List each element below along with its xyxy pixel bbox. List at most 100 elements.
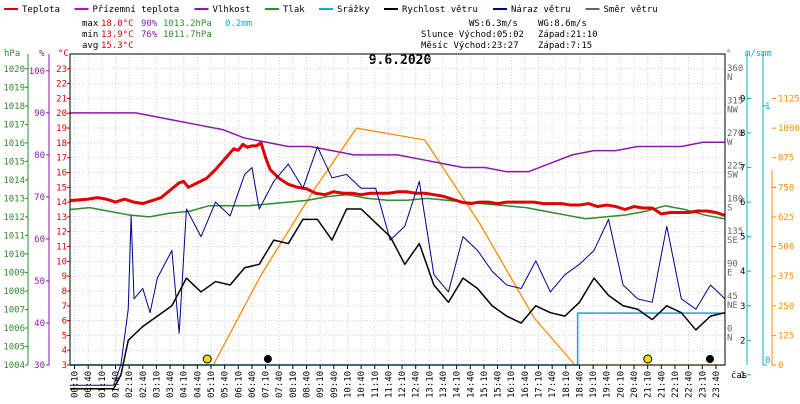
unit-ms: m/s bbox=[745, 49, 761, 59]
plot-frame bbox=[69, 53, 726, 366]
wind-axis-tick-label: 4 bbox=[740, 267, 745, 277]
temperature-axis-tick-label: 20 bbox=[56, 109, 67, 119]
x-tick-label: 17:10 bbox=[535, 371, 545, 398]
x-tick-label: 08:40 bbox=[303, 371, 313, 398]
x-tick-label: 11:10 bbox=[371, 371, 381, 398]
sun-marker bbox=[202, 354, 212, 364]
x-tick-label: 03:10 bbox=[152, 371, 162, 398]
pressure-axis-tick-label: 1008 bbox=[3, 287, 25, 297]
direction-compass-label: NE bbox=[727, 301, 738, 311]
humidity-axis-tick-label: 100 bbox=[29, 67, 45, 77]
temperature-axis-tick-label: 7 bbox=[62, 302, 67, 312]
x-tick-label: 12:10 bbox=[398, 371, 408, 398]
wind-wg: WG:8.6m/s bbox=[538, 19, 587, 29]
temperature-axis-tick-label: 10 bbox=[56, 257, 67, 267]
x-tick-label: 18:40 bbox=[575, 371, 585, 398]
pressure-axis-tick-label: 1010 bbox=[3, 250, 25, 260]
pressure-axis-tick-label: 1011 bbox=[3, 231, 25, 241]
rain-axis-tick-label: 0 bbox=[765, 356, 770, 366]
pressure-axis-tick-label: 1020 bbox=[3, 65, 25, 75]
direction-compass-label: S bbox=[727, 203, 732, 213]
temperature-axis-tick-label: 17 bbox=[56, 154, 67, 164]
direction-compass-label: N bbox=[727, 333, 732, 343]
x-tick-label: 13:10 bbox=[425, 371, 435, 398]
temperature-axis-tick-label: 22 bbox=[56, 80, 67, 90]
direction-compass-label: E bbox=[727, 268, 732, 278]
left-axes: 1004100510061007100810091010101110121013… bbox=[3, 54, 71, 371]
stats-max-temp: 18.0°C bbox=[101, 19, 134, 29]
x-tick-label: 13:40 bbox=[439, 371, 449, 398]
x-tick-label: 01:10 bbox=[98, 371, 108, 398]
x-tick-label: 06:10 bbox=[234, 371, 244, 398]
moon-marker bbox=[263, 355, 272, 363]
wind-axis-tick-label: 5 bbox=[740, 233, 745, 243]
solar-axis-tick-label: 375 bbox=[778, 272, 794, 282]
humidity-axis-tick-label: 80 bbox=[34, 151, 45, 161]
temperature-axis-tick-label: 4 bbox=[62, 346, 67, 356]
direction-tick-label: 180 bbox=[727, 194, 743, 204]
humidity-axis-tick-label: 40 bbox=[34, 319, 45, 329]
unit-pct: % bbox=[39, 49, 45, 59]
solar-axis-tick-label: 875 bbox=[778, 154, 794, 164]
x-tick-label: 16:10 bbox=[507, 371, 517, 398]
legend-label-5: Rychlost větru bbox=[402, 5, 478, 15]
direction-compass-label: SW bbox=[727, 171, 738, 181]
x-tick-label: 23:40 bbox=[712, 371, 722, 398]
pressure-axis-tick-label: 1005 bbox=[3, 342, 25, 352]
sun-rise: Slunce Východ:05:02 bbox=[421, 30, 524, 40]
solar-line bbox=[70, 127, 725, 366]
direction-tick-label: 90 bbox=[727, 259, 738, 269]
x-tick-label: 17:40 bbox=[548, 371, 558, 398]
direction-tick-label: 270 bbox=[727, 129, 743, 139]
x-tick-label: 04:40 bbox=[193, 371, 203, 398]
stats-block: max 18.0°C 90% 1013.2hPa 0.2mm min 13.9°… bbox=[82, 19, 252, 51]
temperature-line bbox=[69, 141, 726, 217]
direction-compass-label: NW bbox=[727, 106, 738, 116]
solar-axis-tick-label: 1000 bbox=[778, 124, 800, 134]
legend-label-0: Teplota bbox=[22, 5, 60, 15]
legend-label-3: Tlak bbox=[283, 5, 305, 15]
x-tick-label: 02:10 bbox=[125, 371, 135, 398]
stats-max-rain: 0.2mm bbox=[225, 19, 252, 29]
moon-marker bbox=[705, 355, 714, 363]
pressure-axis-tick-label: 1007 bbox=[3, 305, 25, 315]
direction-compass-label: SE bbox=[727, 236, 738, 246]
stats-max-press: 1013.2hPa bbox=[163, 19, 212, 29]
humidity-axis-tick-label: 50 bbox=[34, 277, 45, 287]
temperature-axis-tick-label: 19 bbox=[56, 124, 67, 134]
legend: Teplota Přízemní teplota Vlhkost Tlak Srážky… bbox=[4, 5, 658, 15]
legend-label-7: Směr větru bbox=[604, 5, 658, 15]
pressure-axis-tick-label: 1017 bbox=[3, 120, 25, 130]
series-layer bbox=[69, 112, 726, 390]
axis-units: hPa % °C ° m/s mm bbox=[4, 49, 772, 59]
temperature-axis-tick-label: 3 bbox=[62, 361, 67, 371]
temperature-axis-tick-label: 8 bbox=[62, 287, 67, 297]
direction-tick-label: 315 bbox=[727, 97, 743, 107]
astro-info: WS:6.3m/s WG:8.6m/s Slunce Východ:05:02 … bbox=[421, 19, 598, 51]
pressure-axis-tick-label: 1006 bbox=[3, 324, 25, 334]
solar-axis-tick-label: 125 bbox=[778, 331, 794, 341]
right-axes: 0N45NE90E135SE180S225SW270W315NW360N0123… bbox=[727, 54, 800, 381]
wind-axis-tick-label: 7 bbox=[740, 164, 745, 174]
moon-set: Západ:7:15 bbox=[538, 41, 592, 51]
temperature-axis-tick-label: 15 bbox=[56, 183, 67, 193]
stats-min-temp: 13.9°C bbox=[101, 30, 134, 40]
x-tick-label: 20:40 bbox=[630, 371, 640, 398]
wind-axis-tick-label: 6 bbox=[740, 198, 745, 208]
legend-label-1: Přízemní teplota bbox=[93, 5, 180, 15]
wind-ws: WS:6.3m/s bbox=[469, 19, 518, 29]
solar-axis-tick-label: 250 bbox=[778, 302, 794, 312]
x-tick-label: 12:40 bbox=[412, 371, 422, 398]
markers-layer bbox=[202, 354, 714, 364]
legend-label-2: Vlhkost bbox=[213, 5, 251, 15]
wind-speed-line bbox=[70, 208, 726, 390]
x-tick-label: 14:40 bbox=[466, 371, 476, 398]
x-tick-label: 06:40 bbox=[248, 371, 258, 398]
pressure-axis-tick-label: 1013 bbox=[3, 194, 25, 204]
pressure-axis-tick-label: 1019 bbox=[3, 83, 25, 93]
x-tick-label: 05:40 bbox=[221, 371, 231, 398]
direction-tick-label: 45 bbox=[727, 292, 738, 302]
x-tick-label: 22:10 bbox=[671, 371, 681, 398]
x-tick-label: 15:10 bbox=[480, 371, 490, 398]
x-tick-label: 08:10 bbox=[289, 371, 299, 398]
